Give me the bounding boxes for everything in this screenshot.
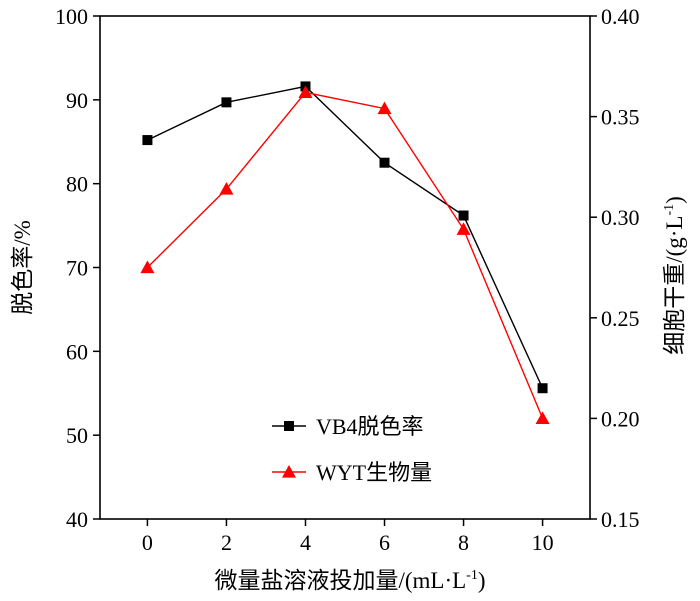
y-right-tick-label: 0.15 <box>601 507 640 532</box>
x-tick-label: 4 <box>300 530 311 555</box>
y-right-tick-label: 0.40 <box>601 4 640 29</box>
y-right-tick-label: 0.25 <box>601 306 640 331</box>
x-axis-title: 微量盐溶液投加量/(mL·L-1) <box>214 568 485 593</box>
data-point-series-2 <box>298 85 313 99</box>
data-point-series-1 <box>537 383 548 394</box>
y-left-tick-label: 90 <box>66 88 88 113</box>
data-point-series-2 <box>377 101 392 115</box>
series-line-2 <box>146 91 544 419</box>
x-tick-label: 0 <box>142 530 153 555</box>
legend-marker-2 <box>282 465 296 478</box>
data-point-series-1 <box>379 157 390 168</box>
y-right-tick-label: 0.35 <box>601 105 640 130</box>
data-point-series-1 <box>221 97 232 108</box>
y-left-tick-label: 60 <box>66 339 88 364</box>
data-point-series-2 <box>535 411 550 424</box>
legend-marker-1 <box>284 421 294 431</box>
y-left-tick-label: 100 <box>55 4 88 29</box>
data-point-series-1 <box>142 135 153 146</box>
data-point-series-2 <box>456 222 471 235</box>
x-tick-label: 2 <box>221 530 232 555</box>
data-point-series-1 <box>458 210 469 221</box>
data-point-series-2 <box>219 182 234 195</box>
x-tick-label: 8 <box>458 530 469 555</box>
y-left-axis-title: 脱色率/% <box>10 220 35 315</box>
y-right-axis-title: 细胞干重/(g·L-1) <box>662 196 687 355</box>
x-tick-label: 6 <box>379 530 390 555</box>
data-point-series-2 <box>140 260 155 274</box>
y-left-tick-label: 50 <box>66 423 88 448</box>
x-tick-label: 10 <box>532 530 554 555</box>
plot-frame <box>99 15 591 520</box>
series-line-1 <box>147 85 544 389</box>
legend-label-1: VB4脱色率 <box>316 414 424 439</box>
y-left-tick-label: 80 <box>66 172 88 197</box>
y-left-tick-label: 70 <box>66 256 88 281</box>
y-left-tick-label: 40 <box>66 507 88 532</box>
legend-label-2: WYT生物量 <box>316 460 432 485</box>
y-right-tick-label: 0.20 <box>601 406 640 431</box>
y-right-tick-label: 0.30 <box>601 205 640 230</box>
